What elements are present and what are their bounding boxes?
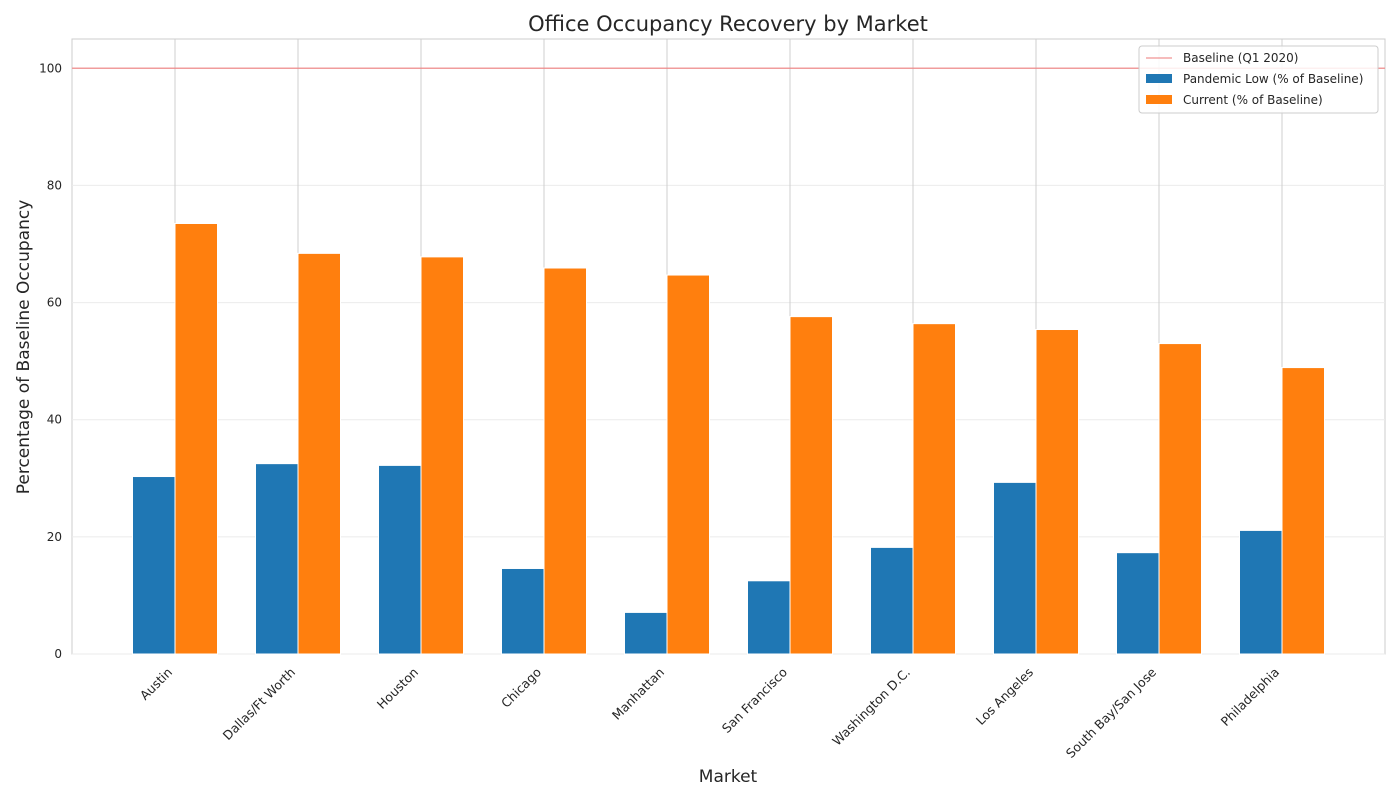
bar-pandemic-low-austin: [132, 476, 176, 655]
x-tick-label: Houston: [374, 665, 421, 712]
legend-box: [1138, 45, 1379, 114]
bar-current-washington-d-c: [912, 323, 956, 655]
bar-pandemic-low-dallas-ft-worth: [255, 463, 299, 655]
y-tick-label: 80: [47, 178, 62, 192]
x-axis-ticks: Austin Dallas/Ft Worth Houston Chicago Manha…: [137, 664, 1282, 761]
y-axis-ticks: 0 20 40 60 80 100: [39, 61, 62, 661]
bar-pandemic-low-los-angeles: [993, 481, 1037, 655]
x-tick-label: San Francisco: [719, 665, 790, 736]
y-tick-label: 60: [47, 296, 62, 310]
x-tick-label: Washington D.C.: [829, 665, 913, 749]
bars: [132, 223, 1325, 655]
x-tick-label: Los Angeles: [973, 665, 1036, 728]
bar-pandemic-low-washington-d-c: [870, 546, 914, 655]
bar-current-houston: [420, 256, 464, 655]
bar-pandemic-low-manhattan: [624, 611, 668, 655]
y-tick-label: 20: [47, 530, 62, 544]
legend-label-pandemic-low: Pandemic Low (% of Baseline): [1183, 72, 1363, 86]
bar-pandemic-low-philadelphia: [1239, 529, 1283, 655]
bar-current-manhattan: [666, 274, 710, 655]
chart-title: Office Occupancy Recovery by Market: [528, 12, 928, 36]
bar-pandemic-low-chicago: [501, 567, 545, 655]
x-tick-label: Manhattan: [609, 665, 667, 723]
legend-swatch-pandemic-low: [1146, 74, 1172, 83]
x-tick-label: South Bay/San Jose: [1063, 664, 1160, 761]
x-tick-label: Dallas/Ft Worth: [220, 665, 298, 743]
legend-label-current: Current (% of Baseline): [1183, 93, 1323, 107]
bar-current-south-bay-san-jose: [1158, 343, 1202, 655]
bar-current-los-angeles: [1035, 329, 1079, 655]
x-tick-label: Philadelphia: [1218, 665, 1282, 729]
bar-current-philadelphia: [1281, 367, 1325, 655]
legend-label-baseline: Baseline (Q1 2020): [1183, 51, 1299, 65]
bar-current-san-francisco: [789, 316, 833, 655]
y-axis-label: Percentage of Baseline Occupancy: [14, 200, 34, 495]
legend: Baseline (Q1 2020) Pandemic Low (% of Ba…: [1138, 45, 1379, 114]
x-axis-label: Market: [699, 767, 758, 787]
bar-pandemic-low-south-bay-san-jose: [1116, 552, 1160, 655]
bar-pandemic-low-houston: [378, 464, 422, 655]
x-tick-label: Austin: [137, 665, 175, 703]
bar-current-chicago: [543, 267, 587, 655]
bar-pandemic-low-san-francisco: [747, 580, 791, 655]
y-tick-label: 0: [54, 647, 62, 661]
y-tick-label: 100: [39, 61, 62, 75]
bar-current-dallas-ft-worth: [297, 252, 341, 655]
bar-current-austin: [174, 223, 218, 655]
x-tick-label: Chicago: [498, 665, 544, 711]
legend-swatch-current: [1146, 95, 1172, 104]
y-tick-label: 40: [47, 413, 62, 427]
